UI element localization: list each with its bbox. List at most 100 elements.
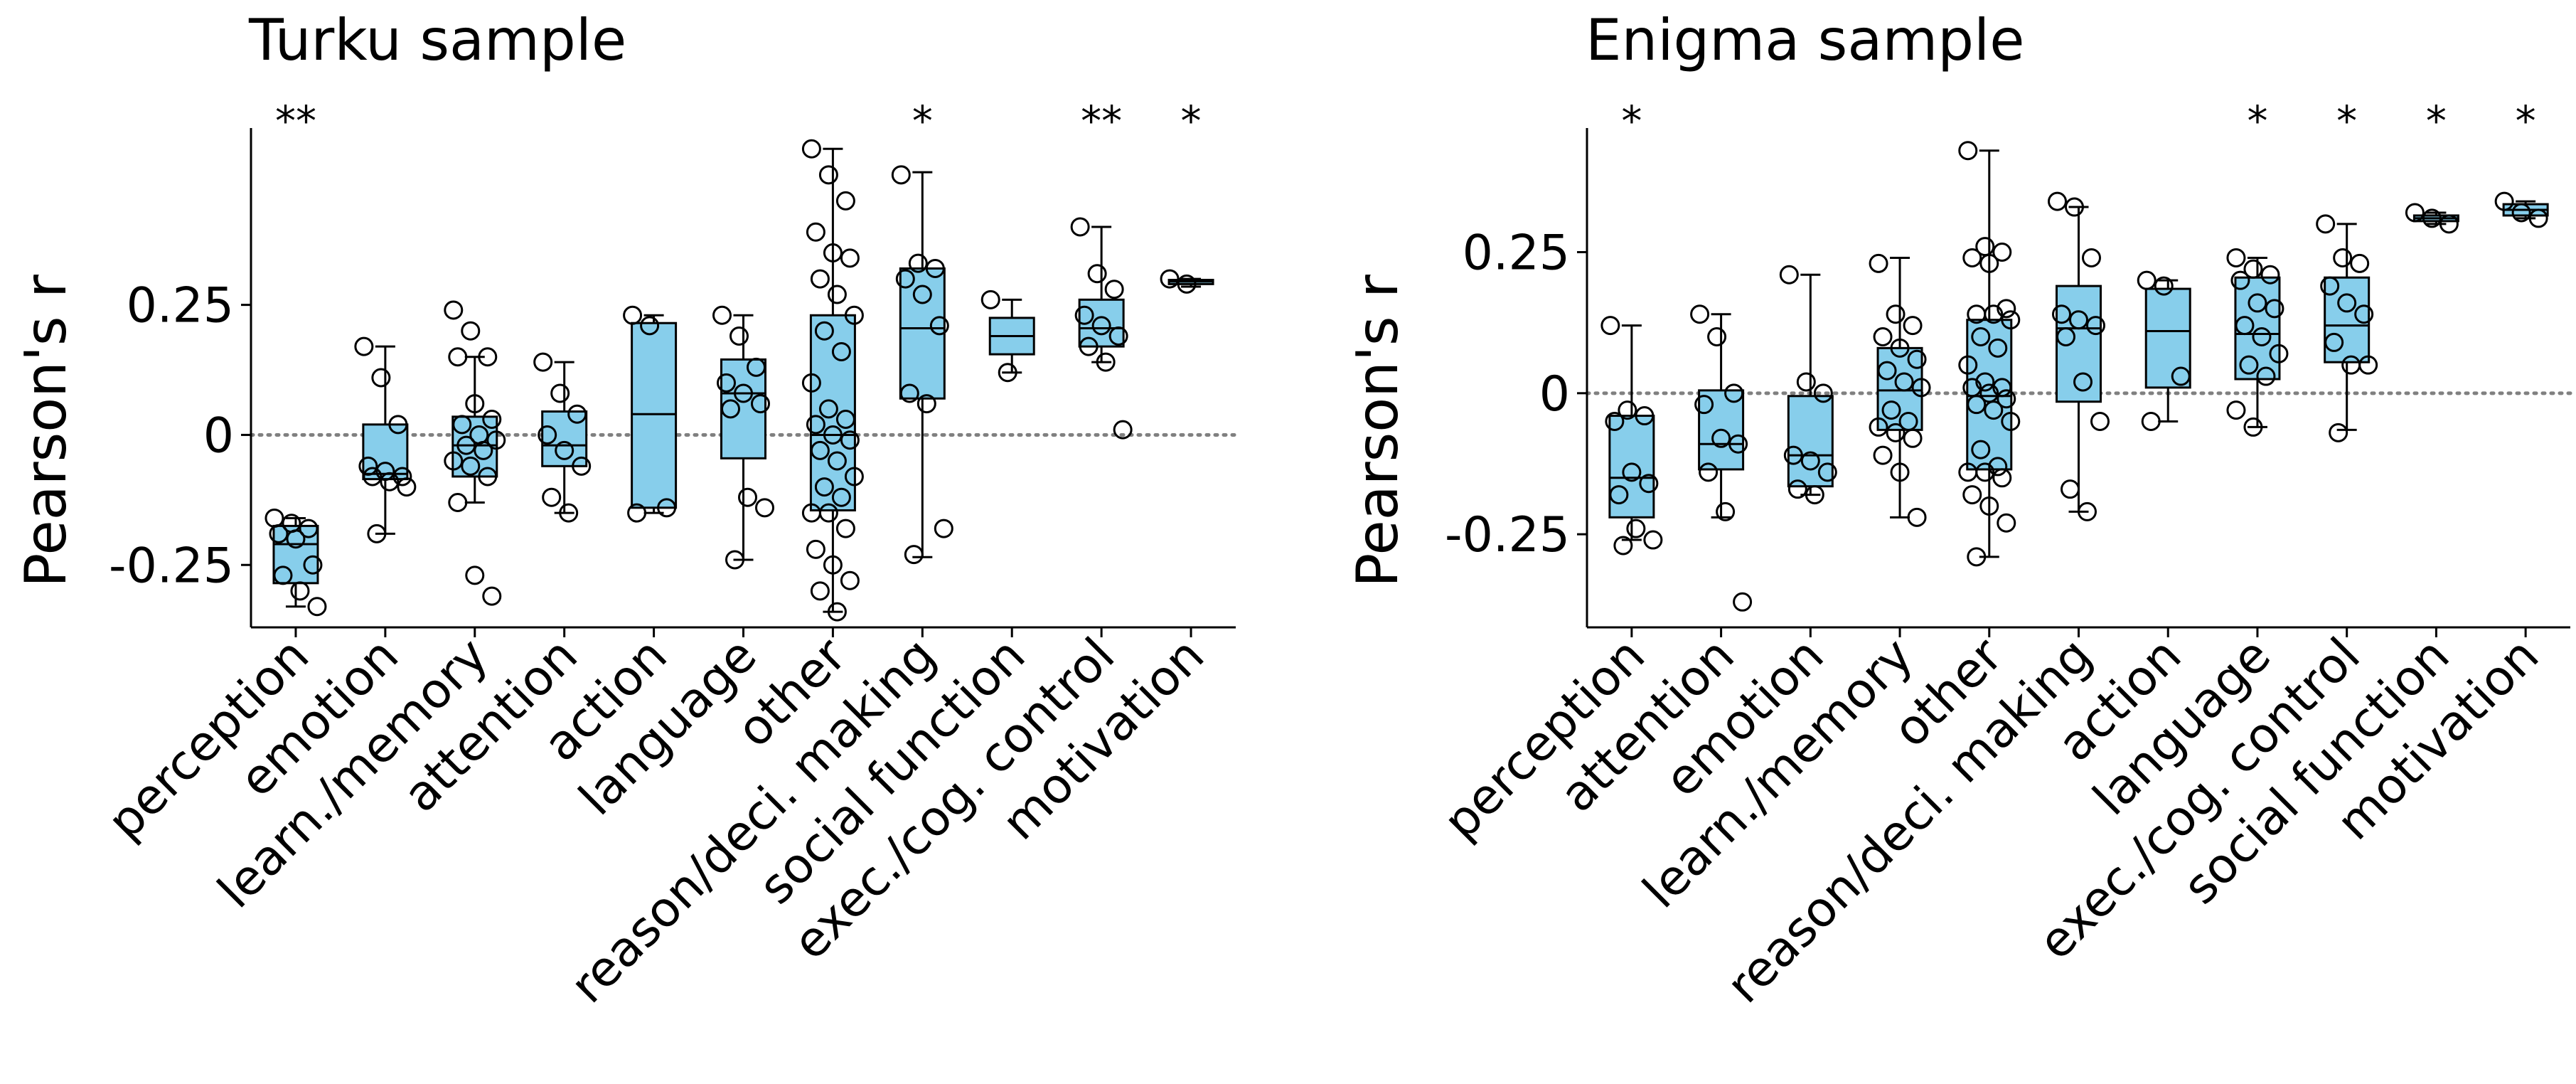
enigma-data-point bbox=[1975, 372, 1995, 392]
enigma-data-point bbox=[2243, 417, 2263, 437]
enigma-box bbox=[1787, 395, 1834, 488]
enigma-data-point bbox=[1992, 378, 2012, 398]
turku-data-point bbox=[465, 565, 485, 585]
enigma-data-point bbox=[1707, 326, 1727, 346]
turku-data-point bbox=[640, 316, 660, 336]
enigma-data-point bbox=[1911, 378, 1931, 398]
enigma-data-point bbox=[1618, 400, 1637, 420]
enigma-data-point bbox=[1907, 507, 1927, 527]
turku-data-point bbox=[810, 269, 830, 289]
turku-data-point bbox=[307, 597, 327, 617]
enigma-data-point bbox=[2230, 270, 2250, 290]
turku-data-point bbox=[1070, 217, 1090, 237]
turku-data-point bbox=[572, 456, 592, 476]
enigma-data-point bbox=[2090, 411, 2110, 431]
enigma-data-point bbox=[1787, 479, 1807, 499]
enigma-data-point bbox=[1984, 400, 2004, 420]
enigma-data-point bbox=[2056, 326, 2075, 346]
enigma-data-point bbox=[2226, 400, 2246, 420]
enigma-significance-marker: * bbox=[2426, 97, 2447, 145]
turku-data-point bbox=[444, 300, 464, 320]
enigma-data-point bbox=[1907, 349, 1927, 369]
enigma-data-point bbox=[1873, 326, 1893, 346]
enigma-data-point bbox=[2171, 366, 2191, 386]
enigma-data-point bbox=[1626, 519, 1646, 538]
turku-data-point bbox=[827, 285, 847, 304]
enigma-data-point bbox=[2248, 293, 2267, 313]
turku-y-tick-label: -0.25 bbox=[109, 538, 234, 594]
turku-data-point bbox=[755, 498, 774, 518]
enigma-box bbox=[1608, 415, 1655, 519]
turku-data-point bbox=[623, 305, 643, 325]
turku-data-point bbox=[806, 539, 825, 559]
enigma-data-point bbox=[2239, 355, 2259, 375]
enigma-data-point bbox=[2333, 248, 2353, 267]
turku-data-point bbox=[810, 440, 830, 460]
turku-data-point bbox=[478, 347, 498, 367]
turku-data-point bbox=[538, 425, 557, 445]
turku-data-point bbox=[290, 581, 310, 601]
turku-data-point bbox=[559, 503, 579, 523]
enigma-data-point bbox=[1813, 383, 1833, 403]
turku-data-point bbox=[448, 347, 468, 367]
turku-data-point bbox=[392, 467, 412, 487]
enigma-data-point bbox=[1971, 326, 1991, 346]
turku-data-point bbox=[904, 545, 924, 565]
turku-data-point bbox=[925, 258, 945, 278]
turku-data-point bbox=[814, 477, 834, 497]
enigma-title: Enigma sample bbox=[1586, 7, 2025, 73]
turku-data-point bbox=[747, 357, 766, 377]
turku-data-point bbox=[367, 524, 387, 543]
enigma-box bbox=[2324, 276, 2371, 363]
enigma-data-point bbox=[2528, 208, 2548, 228]
enigma-data-point bbox=[1796, 372, 1816, 392]
enigma-data-point bbox=[2052, 304, 2071, 324]
turku-box bbox=[631, 322, 678, 509]
enigma-data-point bbox=[1605, 411, 1625, 431]
enigma-data-point bbox=[2086, 316, 2105, 336]
turku-data-point bbox=[286, 529, 306, 549]
turku-data-point bbox=[1079, 336, 1099, 356]
enigma-data-point bbox=[2226, 248, 2246, 267]
turku-data-point bbox=[823, 425, 843, 445]
turku-significance-marker: * bbox=[1181, 97, 1202, 145]
enigma-data-point bbox=[2358, 355, 2378, 375]
turku-data-point bbox=[934, 519, 953, 538]
turku-data-point bbox=[801, 373, 821, 393]
turku-data-point bbox=[452, 415, 472, 435]
enigma-data-point bbox=[2243, 259, 2263, 279]
enigma-data-point bbox=[1992, 243, 2012, 262]
turku-data-point bbox=[397, 477, 417, 497]
enigma-data-point bbox=[1979, 496, 1999, 516]
enigma-data-point bbox=[1890, 338, 1910, 358]
turku-y-axis-label: Pearson's r bbox=[13, 275, 79, 588]
turku-data-point bbox=[840, 248, 860, 268]
enigma-data-point bbox=[1877, 361, 1897, 381]
turku-data-point bbox=[734, 383, 753, 403]
enigma-significance-marker: * bbox=[2247, 97, 2267, 145]
enigma-data-point bbox=[2265, 299, 2284, 319]
enigma-data-point bbox=[2001, 310, 2021, 330]
enigma-data-point bbox=[1890, 462, 1910, 482]
turku-data-point bbox=[818, 503, 838, 523]
turku-data-point bbox=[814, 321, 834, 341]
enigma-data-point bbox=[1967, 395, 1987, 415]
turku-data-point bbox=[729, 326, 749, 346]
enigma-data-point bbox=[2316, 214, 2336, 234]
turku-data-point bbox=[269, 524, 289, 543]
enigma-data-point bbox=[2078, 501, 2097, 521]
enigma-data-point bbox=[1869, 253, 1888, 273]
turku-y-tick-label: 0.25 bbox=[127, 278, 234, 334]
enigma-data-point bbox=[2422, 208, 2442, 228]
enigma-data-point bbox=[1783, 445, 1803, 465]
turku-data-point bbox=[657, 498, 677, 518]
enigma-data-point bbox=[1988, 338, 2008, 358]
turku-title: Turku sample bbox=[248, 7, 626, 73]
turku-data-point bbox=[831, 487, 851, 507]
enigma-data-point bbox=[2320, 276, 2340, 296]
turku-data-point bbox=[835, 519, 855, 538]
enigma-data-point bbox=[1962, 248, 1982, 267]
turku-data-point bbox=[751, 394, 770, 414]
turku-data-point bbox=[801, 139, 821, 159]
